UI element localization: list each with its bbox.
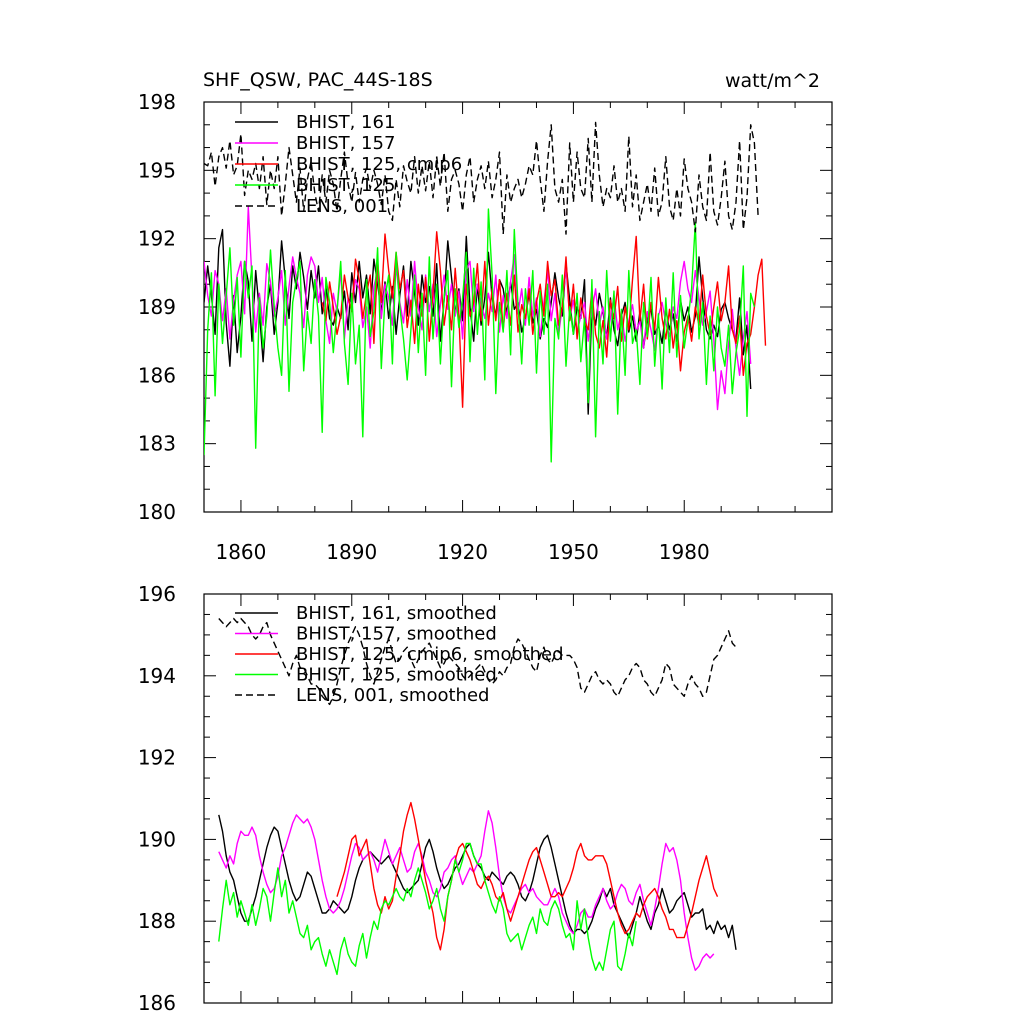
top-x-tick-label: 1920: [437, 540, 488, 564]
bottom-legend-label: BHIST, 161, smoothed: [296, 603, 497, 624]
bottom-legend-label: BHIST, 125, smoothed: [296, 665, 497, 686]
top-legend-label: LENS, 001: [296, 196, 388, 217]
top-chart-title: SHF_QSW, PAC_44S-18S: [203, 69, 433, 91]
top-chart-units: watt/m^2: [725, 70, 820, 92]
top-legend-label: BHIST, 125: [296, 175, 395, 196]
bottom-legend-label: BHIST, 157, smoothed: [296, 624, 497, 645]
top-y-tick-label: 189: [138, 295, 176, 319]
top-legend-label: BHIST, 157: [296, 133, 395, 154]
bottom-legend-label: BHIST, 125, cmip6, smoothed: [296, 644, 564, 665]
top-y-tick-label: 180: [138, 500, 176, 524]
bottom-series-line: [218, 842, 637, 976]
top-legend-label: BHIST, 161: [296, 112, 395, 133]
bottom-y-tick-label: 192: [138, 746, 176, 770]
top-series-line: [204, 208, 756, 463]
top-x-tick-label: 1980: [659, 540, 710, 564]
top-series-line: [204, 206, 752, 411]
bottom-series-line: [218, 617, 737, 706]
bottom-y-tick-label: 190: [138, 827, 176, 851]
bottom-y-tick-label: 186: [138, 991, 176, 1015]
top-y-tick-label: 192: [138, 227, 176, 251]
top-legend-label: BHIST, 125, cmip6: [296, 154, 462, 175]
top-x-tick-label: 1860: [215, 540, 266, 564]
top-chart: 180 183 186 189 192 195 198 1860 1890 1920 1950 198…: [138, 90, 833, 564]
top-series-line: [204, 121, 759, 235]
bottom-y-tick-label: 196: [138, 582, 176, 606]
top-y-tick-label: 198: [138, 90, 176, 114]
top-x-tick-label: 1950: [548, 540, 599, 564]
top-y-tick-label: 186: [138, 363, 176, 387]
top-y-tick-label: 183: [138, 432, 176, 456]
bottom-series-line: [336, 801, 719, 951]
bottom-y-tick-label: 194: [138, 664, 176, 688]
bottom-legend-label: LENS, 001, smoothed: [296, 685, 489, 706]
bottom-series-line: [218, 810, 715, 971]
bottom-y-tick-label: 188: [138, 909, 176, 933]
top-y-tick-label: 195: [138, 158, 176, 182]
top-x-tick-label: 1890: [326, 540, 377, 564]
